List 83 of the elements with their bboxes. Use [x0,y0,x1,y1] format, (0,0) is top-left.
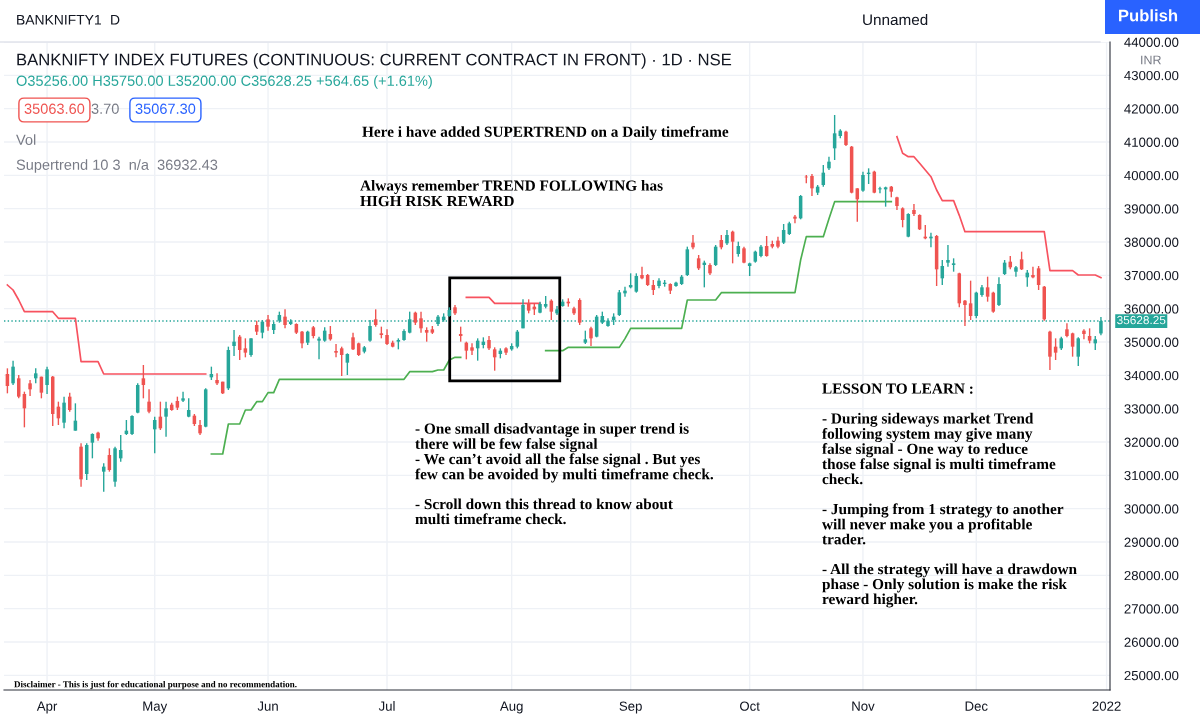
text: INR [1141,55,1161,65]
candlestick [11,359,15,386]
text: LESSON TO LEARN : - During sideways market Trend following system may give many false signal - One way to reduce those false signal is multi timeframe check. - Jumping from 1 strategy to another will never make you a profitable trader. - All the strategy will have a drawdown phase - Only solution is make the risk reward higher. [822,383,1077,608]
candlestick [691,234,695,251]
candlestick [946,244,950,268]
candlestick [345,352,350,376]
candlestick [243,337,248,359]
candlestick [861,170,865,193]
y-tick-label: 37000.00 [1124,270,1179,281]
candlestick [232,329,236,357]
y-tick-label: 33000.00 [1124,404,1179,414]
text: Publish [1119,9,1178,22]
candlestick [997,276,1001,307]
y-tick-label: 29000.00 [1124,537,1179,547]
candlestick [470,342,474,356]
y-tick-label: 43000.00 [1124,70,1179,81]
candlestick [339,345,344,377]
candlestick [283,308,287,330]
candlestick [28,379,32,397]
annotation: Here i have added SUPERTREND on a Daily timeframe [362,125,729,141]
candlestick [793,214,797,225]
y-tick-label: 27000.00 [1124,604,1179,614]
y-tick-label: 35000.00 [1124,337,1179,347]
annotation: 35067.30 [135,103,196,114]
x-tick-label: 2022 [1092,701,1121,711]
candlestick [878,185,882,195]
annotation: O35256.00 H35750.00 L35200.00 C35628.25 +564.65 (+1.61%) [16,75,432,89]
candlestick [164,400,168,438]
y-tick-label: 26000.00 [1124,637,1179,647]
x-tick-label: Aug [499,701,523,714]
x-tick-label: Dec [965,701,988,711]
annotation: Disclaimer - This is just for educational purpose and no recommendation. [14,680,297,690]
y-tick-label: 42000.00 [1124,104,1179,114]
annotation: Supertrend 10 3 n/a 36932.43 [16,159,218,173]
candlestick [45,365,49,395]
text: D [111,15,120,25]
y-tick-label: 44000.00 [1124,37,1179,47]
candlestick [1082,328,1086,341]
x-tick-label: Nov [852,701,875,711]
y-tick-label: 28000.00 [1124,570,1179,581]
annotation: 3.70 [91,103,119,114]
x-tick-label: Apr [36,701,58,714]
candlestick [640,265,644,281]
candlestick [317,335,321,361]
annotation: Vol [16,134,36,145]
candlestick [141,364,146,400]
candlestick [912,203,916,217]
y-tick-label: 31000.00 [1124,470,1179,481]
candlestick [589,325,593,347]
x-tick-label: Sep [619,701,642,714]
y-tick-label: 41000.00 [1124,137,1179,147]
candlestick [334,343,338,359]
candlestick [249,337,253,358]
y-tick-label: 40000.00 [1124,170,1179,181]
candlestick [181,390,185,403]
y-tick-label: 32000.00 [1124,437,1179,447]
text: BANKNIFTY INDEX FUTURES (CONTINUOUS: CURRENT CONTRACT IN FRONT) · 1D · NSE [17,53,732,69]
x-tick-label: May [143,701,168,714]
candlestick [130,414,134,436]
y-tick-label: 25000.00 [1124,670,1179,681]
y-tick-label: 36000.00 [1124,304,1179,314]
y-tick-label: 38000.00 [1124,237,1179,247]
x-tick-label: Jun [257,701,278,711]
annotation: - One small disadvantage in super trend is there will be few false signal - We can’t avoid all the false signal . But yes few can be avoided by multi timeframe check. - Scroll down this thread to know about multi timeframe check. [415,423,714,525]
candlestick [62,395,66,430]
x-tick-label: Jul [378,701,395,711]
text: BANKNIFTY1 [17,15,101,25]
candlestick [985,275,990,303]
text: Unnamed [863,13,928,26]
candlestick [147,388,151,415]
candlestick [90,432,95,460]
candlestick [419,310,423,334]
y-tick-label: 30000.00 [1124,504,1179,514]
y-tick-label: 34000.00 [1124,370,1179,381]
annotation: Always remember TREND FOLLOWING has HIGH RISK REWARD [360,180,663,207]
ref-line-label: 35628.25 [1117,315,1166,325]
candlestick [1031,265,1035,280]
y-tick-label: 39000.00 [1124,204,1179,214]
candlestick [810,173,814,197]
annotation: 35063.60 [24,103,85,114]
x-tick-label: Oct [740,701,760,711]
candlestick [963,299,967,327]
candlestick [215,372,219,386]
